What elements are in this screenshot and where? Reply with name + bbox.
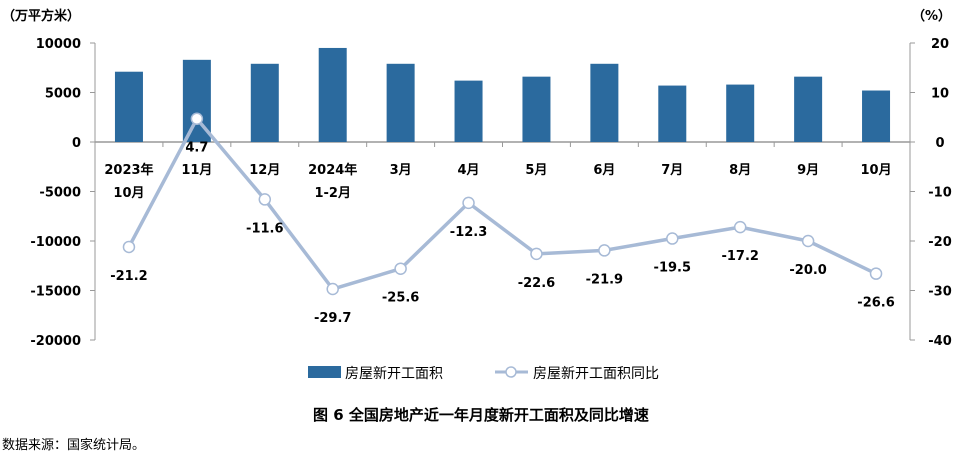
right-tick-label: 0 [935,136,944,151]
data-label: -19.5 [654,261,691,276]
x-tick-label: 2024年 [308,162,357,178]
x-tick-label: 4月 [458,163,480,178]
x-tick-label: 11月 [181,163,212,178]
legend-line-label: 房屋新开工面积同比 [533,366,659,382]
source-note: 数据来源：国家统计局。 [2,437,145,453]
x-tick-label: 5月 [525,163,547,178]
x-tick-label: 12月 [249,163,280,178]
data-label: -21.9 [586,272,623,287]
line-marker [258,193,272,206]
bar [250,63,279,142]
left-tick-label: 10000 [36,37,81,52]
left-tick-label: 5000 [45,87,81,102]
bar [794,76,823,142]
line-path [127,116,877,291]
line-marker [666,232,679,245]
line-marker [394,262,407,275]
chart-title: 图 6 全国房地产近一年月度新开工面积及同比增速 [313,406,649,424]
x-tick-label: 10月 [860,163,891,178]
data-label: -12.3 [450,225,487,240]
right-tick-label: -30 [928,285,952,300]
legend: 房屋新开工面积 房屋新开工面积同比 [308,366,659,382]
line-marker [326,282,339,296]
left-tick-label: -20000 [30,334,81,349]
right-tick-label: 20 [931,37,949,52]
x-tick-label: 9月 [797,163,819,178]
left-tick-label: -10000 [30,235,81,250]
x-tick-label: 1-2月 [314,186,351,201]
right-tick-label: -10 [928,186,952,201]
bar [590,63,619,142]
line-marker [801,234,815,248]
line-marker [462,196,475,210]
left-tick-label: -15000 [30,285,81,300]
bar [454,80,483,142]
bar [522,76,551,142]
bar [726,84,755,142]
x-tick-label: 7月 [661,163,683,178]
line-marker [598,244,611,257]
bars [114,47,891,143]
x-tick-label: 10月 [113,186,144,201]
data-label: -25.6 [382,291,419,306]
legend-line-marker [505,366,517,378]
line-marker [190,112,204,125]
left-axis-unit: （万平方米） [2,8,80,24]
data-label: -11.6 [246,221,283,236]
right-axis-unit: （%） [912,8,951,24]
right-tick-label: 10 [931,87,949,102]
left-tick-label: 0 [72,136,81,151]
right-tick-label: -20 [928,235,952,250]
bar [386,63,415,142]
bar [862,90,891,142]
data-label: -17.2 [721,249,758,264]
line-marker [122,240,136,254]
legend-bar-swatch [308,366,341,378]
x-tick-label: 2023年 [104,162,153,178]
data-label: 4.7 [185,141,208,156]
data-label: -20.0 [789,263,826,278]
bar [318,47,347,143]
right-tick-label: -40 [928,334,952,349]
line-series: -21.2 4.7 -11.6 -29.7 -25.6 -12.3 -22.6 -21.9 -1… [110,112,895,326]
data-label: -26.6 [857,296,894,311]
line-marker [530,247,543,261]
bar [658,85,687,142]
data-label: -21.2 [110,269,147,284]
x-tick-label: 8月 [729,163,751,178]
left-tick-label: -5000 [39,186,81,201]
data-label: -22.6 [518,276,555,291]
bar [114,71,143,142]
line-marker [869,267,883,280]
x-tick-label: 6月 [593,163,615,178]
data-label: -29.7 [314,311,351,326]
legend-bar-label: 房屋新开工面积 [345,366,443,382]
line-marker [733,220,747,234]
x-tick-label: 3月 [390,163,412,178]
axes: 10000 5000 0 -5000 -10000 -15000 -20000 20 10 0 -1… [30,37,951,349]
